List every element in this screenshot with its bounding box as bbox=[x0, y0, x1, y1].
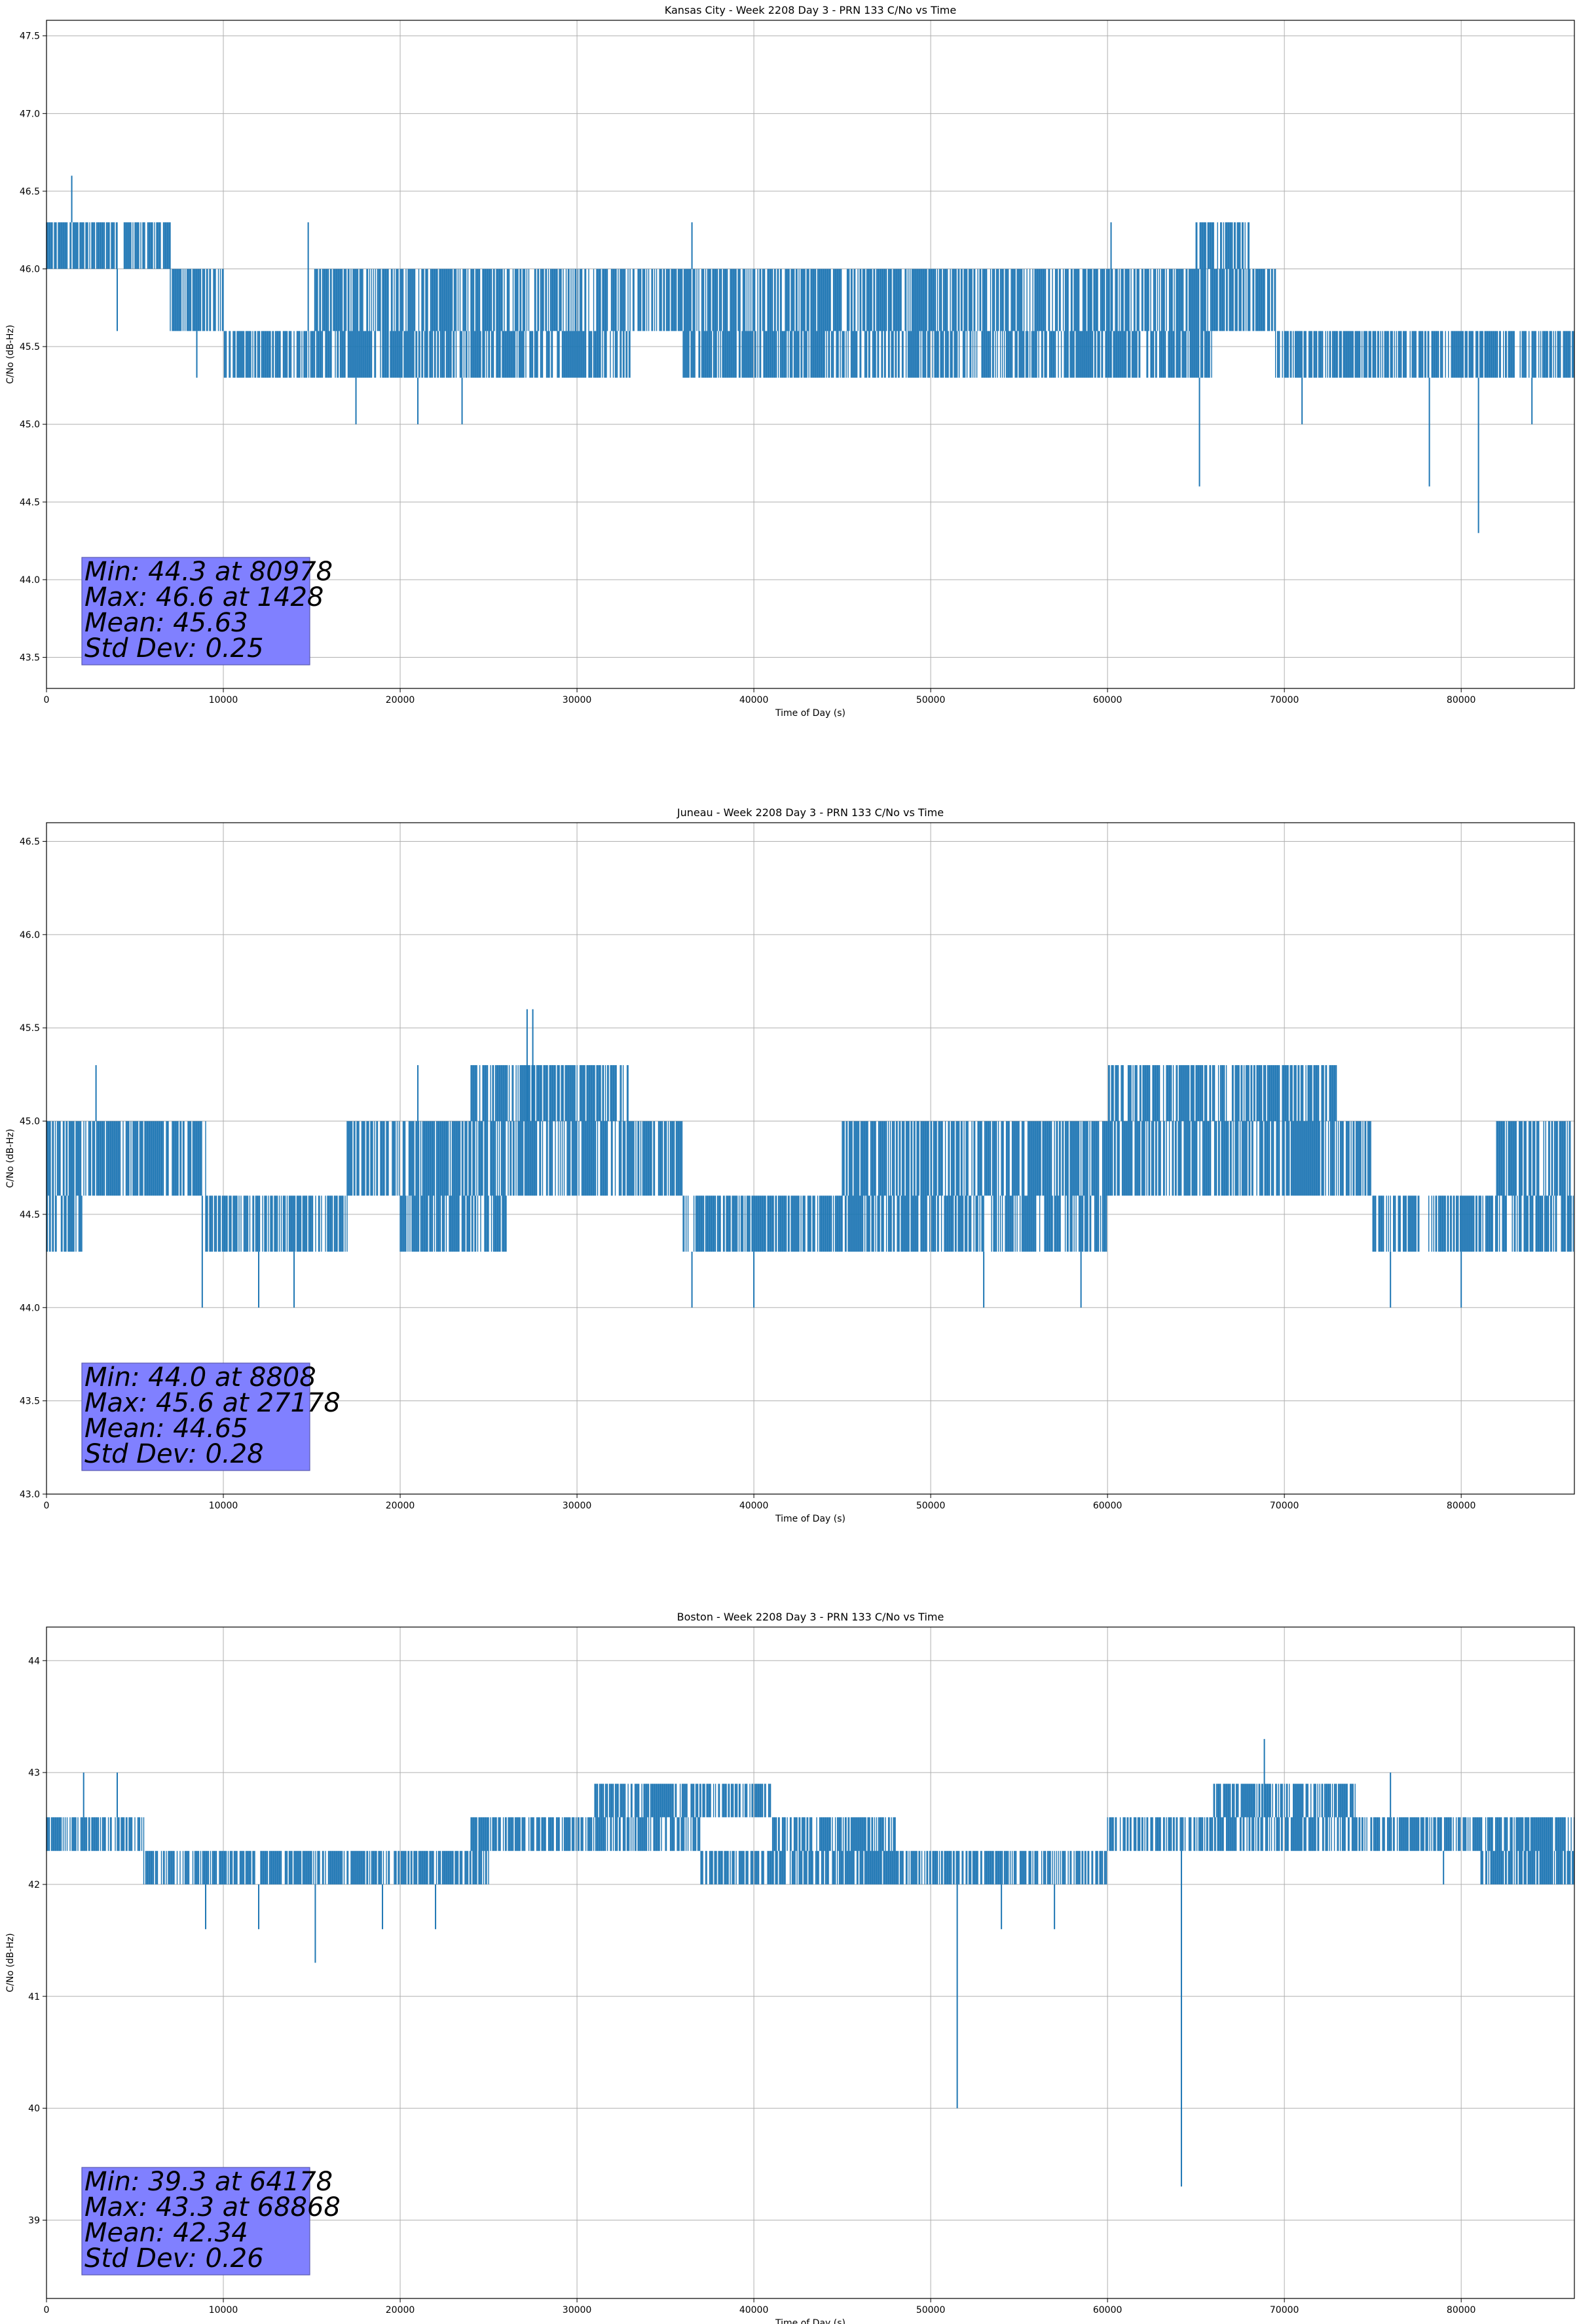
data-series-band bbox=[46, 1784, 1575, 1884]
y-tick-label: 39 bbox=[28, 2215, 40, 2226]
y-tick-label: 43 bbox=[28, 1768, 40, 1778]
x-tick-label: 80000 bbox=[1447, 1501, 1476, 1511]
x-tick-label: 10000 bbox=[209, 2305, 238, 2315]
x-tick-label: 20000 bbox=[386, 1501, 415, 1511]
y-tick-label: 46.5 bbox=[20, 836, 40, 847]
y-tick-label: 44.0 bbox=[20, 575, 40, 586]
stats-line: Min: 39.3 at 64178 bbox=[84, 2167, 333, 2197]
stats-line: Mean: 42.34 bbox=[84, 2218, 248, 2248]
chart-title: Boston - Week 2208 Day 3 - PRN 133 C/No … bbox=[677, 1611, 944, 1623]
y-tick-label: 44.0 bbox=[20, 1303, 40, 1313]
x-tick-label: 0 bbox=[44, 2305, 50, 2315]
stats-line: Max: 45.6 at 27178 bbox=[84, 1388, 341, 1418]
x-tick-label: 20000 bbox=[386, 2305, 415, 2315]
stats-line: Std Dev: 0.25 bbox=[84, 633, 264, 664]
stats-box bbox=[81, 2167, 310, 2276]
x-tick-label: 60000 bbox=[1093, 2305, 1122, 2315]
x-tick-label: 30000 bbox=[563, 1501, 592, 1511]
chart-panel: Boston - Week 2208 Day 3 - PRN 133 C/No … bbox=[5, 1611, 1575, 2324]
x-axis-label: Time of Day (s) bbox=[775, 708, 845, 719]
x-tick-label: 60000 bbox=[1093, 695, 1122, 705]
x-tick-label: 20000 bbox=[386, 695, 415, 705]
stats-line: Max: 46.6 at 1428 bbox=[84, 582, 324, 612]
stats-line: Std Dev: 0.28 bbox=[84, 1439, 264, 1469]
plot-frame bbox=[46, 1626, 1575, 2299]
y-tick-label: 41 bbox=[28, 1992, 40, 2002]
x-tick-label: 80000 bbox=[1447, 2305, 1476, 2315]
x-tick-label: 70000 bbox=[1270, 1501, 1299, 1511]
y-tick-label: 40 bbox=[28, 2104, 40, 2114]
x-tick-label: 70000 bbox=[1270, 695, 1299, 705]
chart-title: Kansas City - Week 2208 Day 3 - PRN 133 … bbox=[665, 4, 956, 16]
y-tick-label: 47.5 bbox=[20, 31, 40, 42]
x-tick-label: 50000 bbox=[916, 1501, 946, 1511]
stats-box bbox=[81, 557, 310, 665]
x-tick-label: 40000 bbox=[739, 2305, 769, 2315]
stats-line: Max: 43.3 at 68868 bbox=[84, 2192, 341, 2222]
stats-line: Mean: 45.63 bbox=[84, 608, 248, 638]
x-tick-label: 40000 bbox=[739, 695, 769, 705]
plot-frame bbox=[46, 20, 1575, 689]
x-tick-label: 70000 bbox=[1270, 2305, 1299, 2315]
data-series-band bbox=[46, 1065, 1574, 1252]
stats-line: Std Dev: 0.26 bbox=[84, 2243, 264, 2274]
x-tick-label: 30000 bbox=[563, 695, 592, 705]
x-tick-label: 60000 bbox=[1093, 1501, 1122, 1511]
y-tick-label: 44.5 bbox=[20, 1210, 40, 1220]
y-tick-label: 45.5 bbox=[20, 1023, 40, 1034]
x-axis-label: Time of Day (s) bbox=[775, 2318, 845, 2324]
x-axis-label: Time of Day (s) bbox=[775, 1514, 845, 1524]
chart-title: Juneau - Week 2208 Day 3 - PRN 133 C/No … bbox=[677, 806, 944, 819]
x-tick-label: 10000 bbox=[209, 1501, 238, 1511]
chart-panel: Kansas City - Week 2208 Day 3 - PRN 133 … bbox=[5, 4, 1575, 719]
x-tick-label: 50000 bbox=[916, 695, 946, 705]
y-tick-label: 43.0 bbox=[20, 1490, 40, 1500]
y-tick-label: 44.5 bbox=[20, 497, 40, 508]
x-tick-label: 40000 bbox=[739, 1501, 769, 1511]
stats-line: Mean: 44.65 bbox=[84, 1414, 248, 1444]
y-tick-label: 46.5 bbox=[20, 187, 40, 197]
y-axis-label: C/No (dB-Hz) bbox=[5, 1129, 16, 1188]
x-tick-label: 0 bbox=[44, 1501, 50, 1511]
x-tick-label: 80000 bbox=[1447, 695, 1476, 705]
y-tick-label: 45.5 bbox=[20, 342, 40, 352]
stats-line: Min: 44.0 at 8808 bbox=[84, 1362, 316, 1393]
y-tick-label: 46.0 bbox=[20, 265, 40, 275]
y-tick-label: 42 bbox=[28, 1880, 40, 1890]
stats-line: Min: 44.3 at 80978 bbox=[84, 557, 333, 587]
y-tick-label: 46.0 bbox=[20, 930, 40, 941]
y-tick-label: 45.0 bbox=[20, 420, 40, 430]
stats-box bbox=[81, 1362, 310, 1471]
y-axis-label: C/No (dB-Hz) bbox=[5, 325, 16, 384]
plot-frame bbox=[46, 822, 1575, 1495]
x-tick-label: 30000 bbox=[563, 2305, 592, 2315]
y-tick-label: 47.0 bbox=[20, 109, 40, 119]
y-tick-label: 45.0 bbox=[20, 1117, 40, 1127]
y-tick-label: 43.5 bbox=[20, 1396, 40, 1407]
y-tick-label: 43.5 bbox=[20, 653, 40, 664]
x-tick-label: 50000 bbox=[916, 2305, 946, 2315]
x-tick-label: 0 bbox=[44, 695, 50, 705]
chart-panel: Juneau - Week 2208 Day 3 - PRN 133 C/No … bbox=[5, 806, 1575, 1524]
data-series-band bbox=[46, 222, 1575, 378]
y-tick-label: 44 bbox=[28, 1656, 40, 1666]
y-axis-label: C/No (dB-Hz) bbox=[5, 1933, 16, 1992]
x-tick-label: 10000 bbox=[209, 695, 238, 705]
